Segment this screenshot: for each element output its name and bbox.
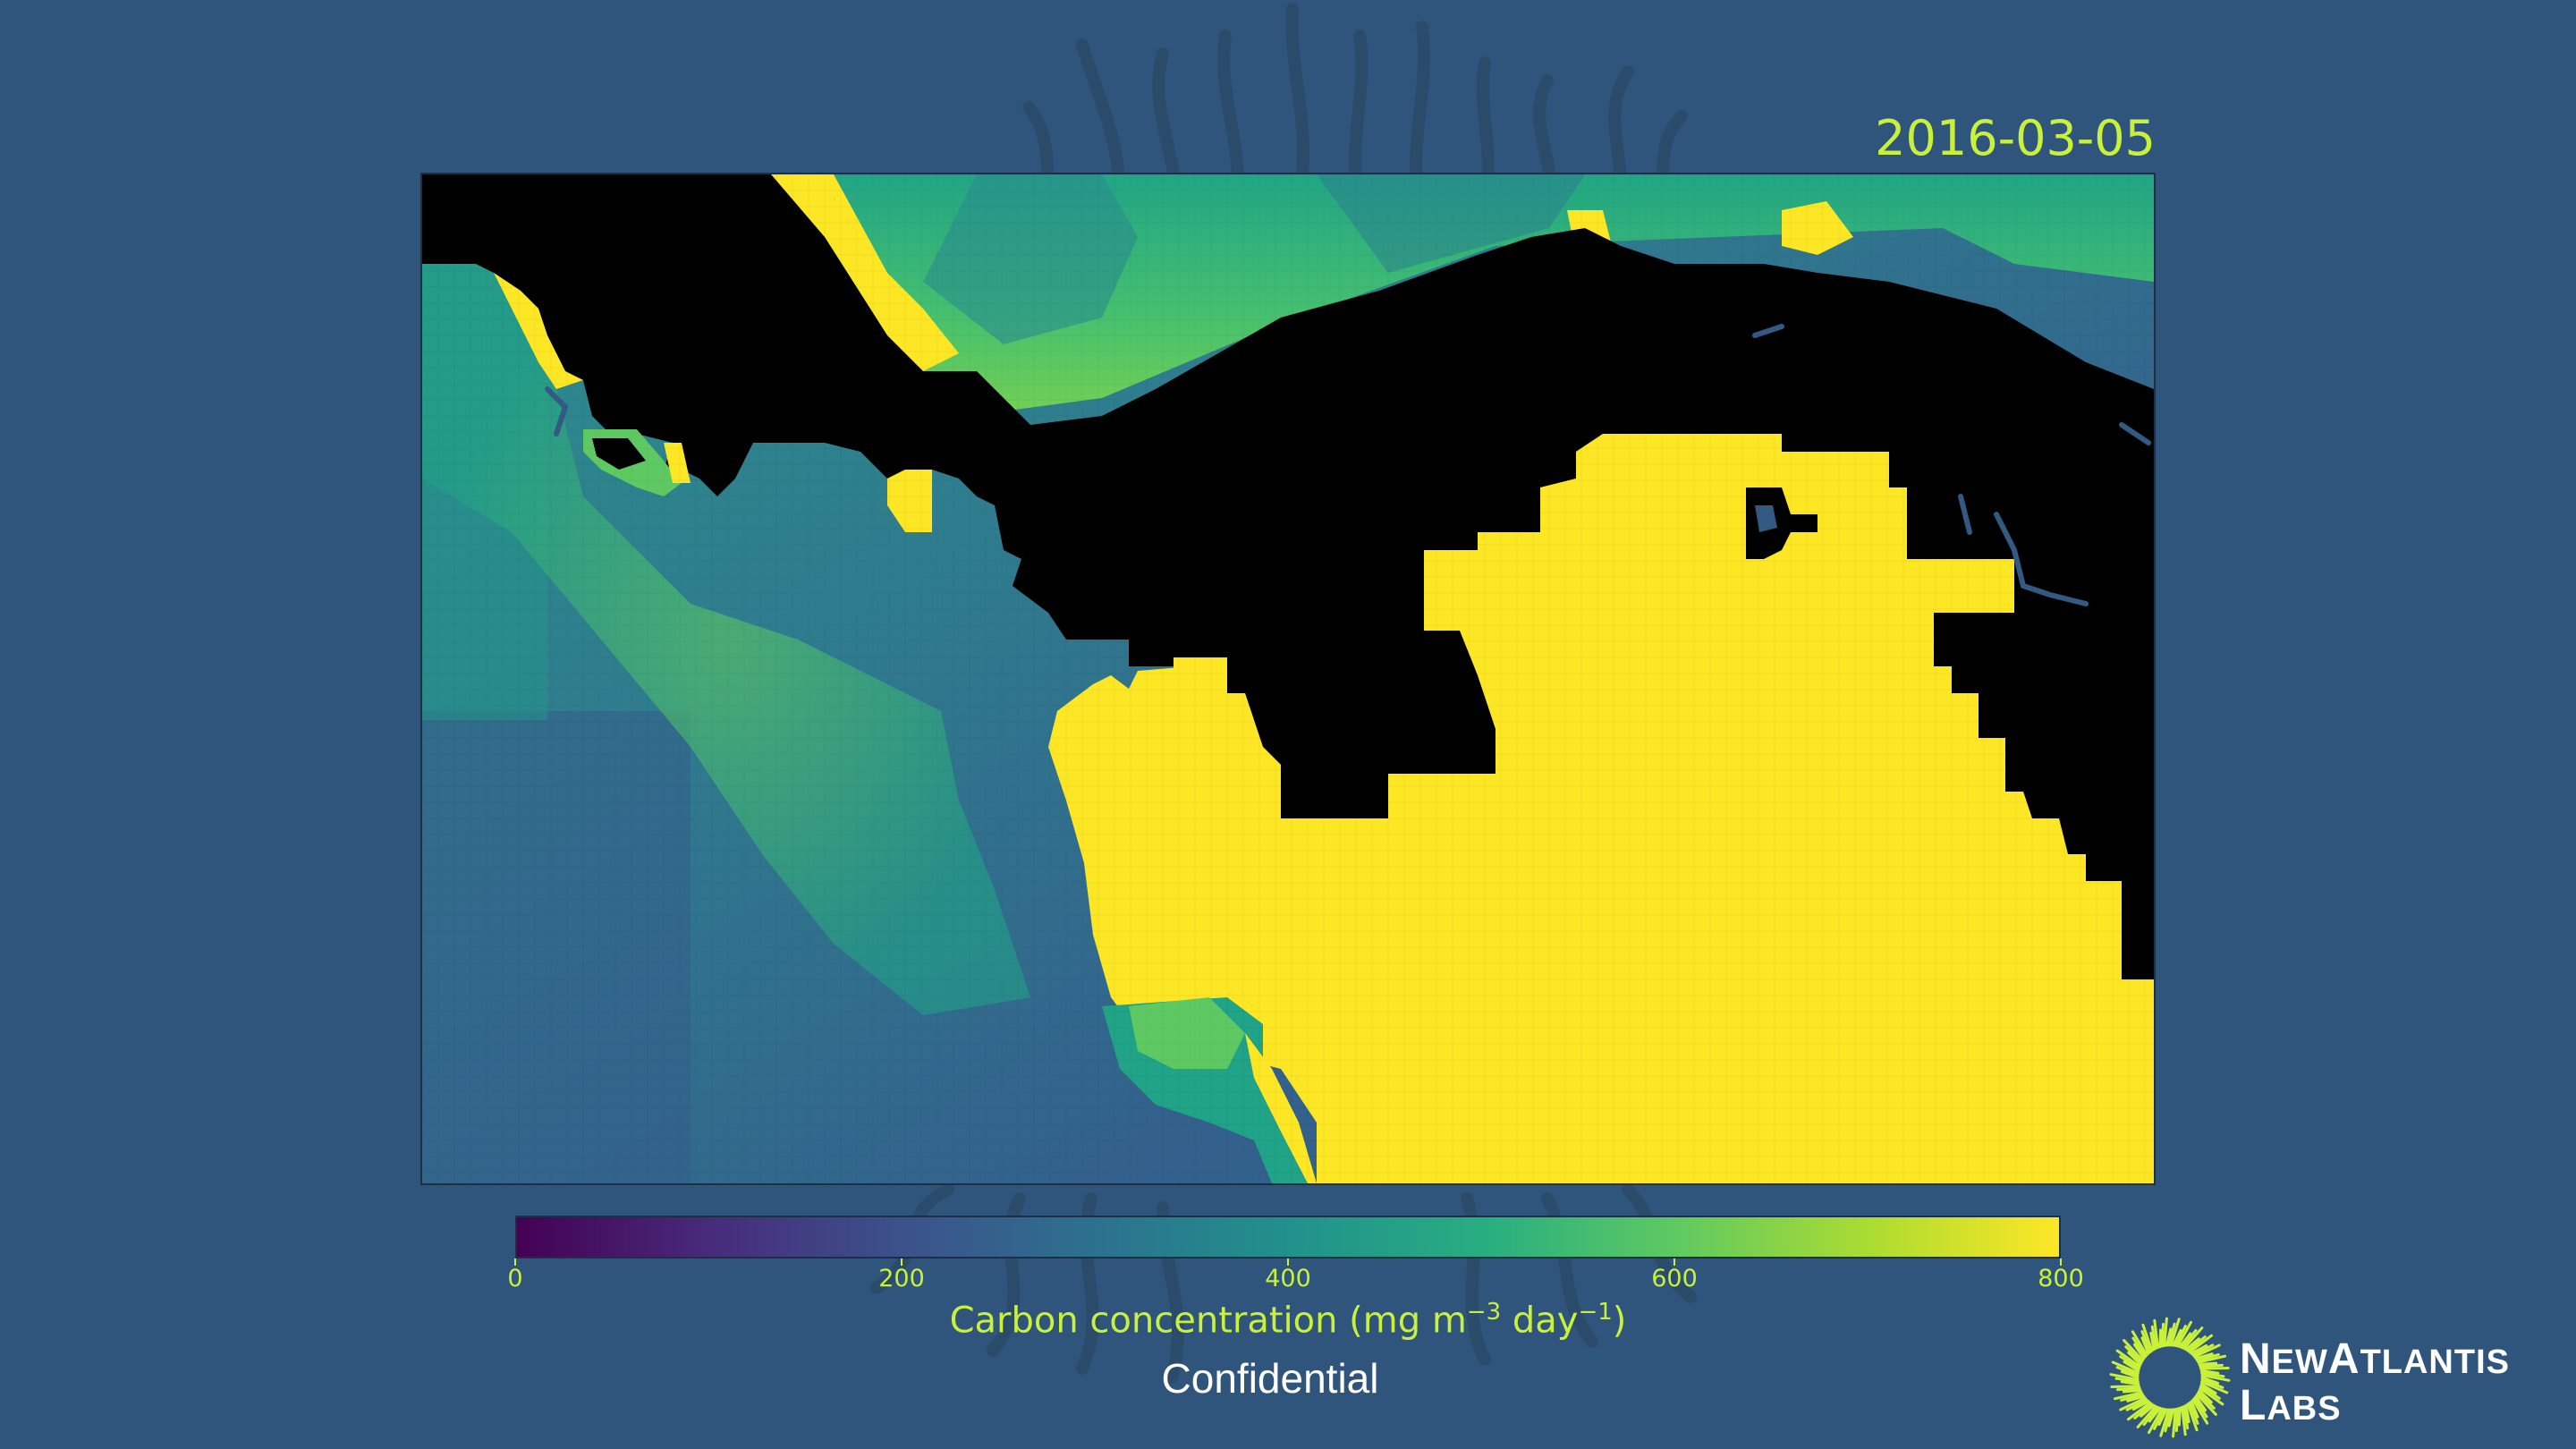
colorbar-tick-label: 0 [507, 1265, 523, 1292]
carbon-concentration-map [422, 174, 2154, 1183]
date-label: 2016-03-05 [1875, 110, 2156, 166]
colorbar-tick-mark [514, 1258, 516, 1266]
colorbar-tick-label: 600 [1651, 1265, 1698, 1292]
colorbar-tick-label: 800 [2038, 1265, 2084, 1292]
colorbar-tick-label: 200 [878, 1265, 925, 1292]
colorbar [515, 1216, 2061, 1258]
logo-text-line1: NEWATLANTIS [2240, 1335, 2510, 1383]
colorbar-tick-mark [1674, 1258, 1675, 1266]
colorbar-tick-mark [901, 1258, 902, 1266]
map-panel[interactable] [420, 173, 2156, 1185]
colorbar-tick-label: 400 [1265, 1265, 1311, 1292]
colorbar-tick-mark [2060, 1258, 2062, 1266]
company-logo: NEWATLANTIS LABS [2107, 1315, 2572, 1449]
colorbar-tick-mark [1287, 1258, 1289, 1266]
confidential-label: Confidential [1161, 1355, 1379, 1402]
sun-burst-icon [2109, 1317, 2231, 1438]
colorbar-title: Carbon concentration (mg m−3 day−1) [949, 1299, 1627, 1342]
logo-text-line2: LABS [2240, 1382, 2342, 1429]
